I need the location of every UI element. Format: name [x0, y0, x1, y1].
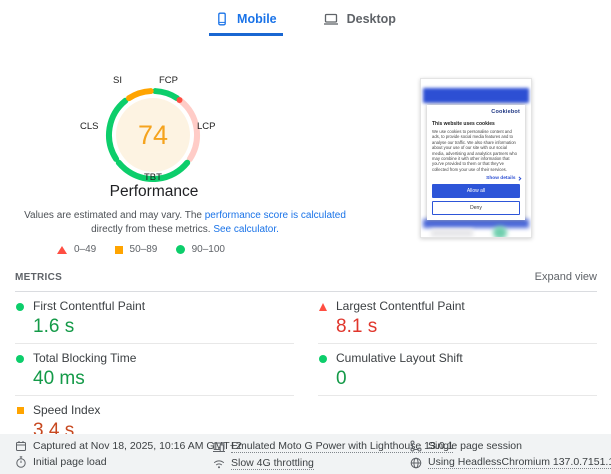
good-circle-icon [15, 302, 25, 311]
metric-lcp-label: Largest Contentful Paint [336, 299, 465, 313]
footer-column-device: Emulated Moto G Power with Lighthouse 13… [213, 440, 454, 470]
legend-good-range: 90–100 [191, 244, 225, 255]
poor-triangle-icon [57, 245, 67, 254]
tab-mobile-label: Mobile [237, 12, 277, 26]
metrics-grid: First Contentful Paint 1.6 s Largest Con… [15, 291, 597, 448]
footer-column-session: Single page session Using HeadlessChromi… [410, 440, 611, 469]
gauge-score: 74 [138, 120, 168, 150]
emulated-device-icon [213, 442, 225, 452]
tab-desktop-label: Desktop [346, 12, 396, 26]
mobile-phone-icon [218, 12, 226, 26]
chevron-right-icon [516, 176, 521, 180]
legend-poor-range: 0–49 [74, 244, 97, 255]
tab-mobile[interactable]: Mobile [209, 9, 283, 36]
calendar-icon [16, 441, 26, 451]
footer-emulated-device: Emulated Moto G Power with Lighthouse 13… [213, 440, 454, 453]
thumbnail-content-blur [431, 229, 473, 237]
cookie-dialog-body: We use cookies to personalise content an… [432, 129, 517, 172]
footer-initial-page-load: Initial page load [15, 456, 242, 468]
footer-browser: Using HeadlessChromium 137.0.7151.119 wi… [410, 456, 611, 469]
metric-cls-value: 0 [336, 368, 347, 389]
see-calculator-link[interactable]: See calculator. [213, 223, 279, 235]
gauge-label-si: SI [113, 75, 122, 86]
desktop-laptop-icon [323, 13, 338, 25]
disclaimer-text-1: Values are estimated and may vary. The [24, 210, 205, 221]
score-disclaimer: Values are estimated and may vary. The p… [12, 209, 358, 236]
metric-tbt-value: 40 ms [33, 368, 85, 389]
metric-cls-label: Cumulative Layout Shift [336, 351, 463, 365]
cookie-consent-dialog: Cookiebot This website uses cookies We u… [427, 105, 525, 221]
footer-captured-at: Captured at Nov 18, 2025, 10:16 AM GMT+2 [15, 440, 242, 452]
good-circle-icon [318, 354, 328, 363]
browser-icon [410, 457, 422, 468]
good-circle-icon [15, 354, 25, 363]
gauge-arc-tbt [106, 88, 200, 182]
metric-fcp-value: 1.6 s [33, 316, 75, 337]
network-throttling-icon [213, 459, 225, 468]
cookie-deny-button: Deny [432, 201, 520, 216]
poor-triangle-icon [318, 302, 328, 311]
performance-gauge[interactable]: 74 [98, 80, 208, 190]
score-legend: 0–49 50–89 90–100 [57, 244, 225, 255]
device-tabbar: Mobile Desktop [0, 0, 611, 36]
metric-tbt-label: Total Blocking Time [33, 351, 137, 365]
metric-tbt: Total Blocking Time 40 ms [15, 344, 294, 396]
metric-cls: Cumulative Layout Shift 0 [318, 344, 597, 396]
cookie-show-details: Show details [432, 176, 521, 181]
gauge-label-cls: CLS [80, 121, 99, 132]
legend-poor: 0–49 [57, 244, 96, 255]
good-circle-icon [175, 245, 185, 254]
average-square-icon [114, 245, 123, 254]
legend-good: 90–100 [175, 244, 225, 255]
metric-si-label: Speed Index [33, 403, 101, 417]
metric-fcp: First Contentful Paint 1.6 s [15, 292, 294, 344]
metrics-section-title: METRICS [15, 272, 63, 283]
cookiebot-logo: Cookiebot [491, 109, 520, 115]
footer-session-type: Single page session [410, 440, 611, 452]
gauge-arc-fcp [106, 88, 200, 182]
page-screenshot-thumbnail[interactable]: Cookiebot This website uses cookies We u… [420, 78, 532, 238]
thumbnail-header-bar [423, 88, 529, 103]
gauge-label-fcp: FCP [159, 75, 178, 86]
performance-score-link[interactable]: performance score is calculated [204, 210, 346, 221]
thumbnail-lower-bar [423, 219, 529, 228]
gauge-lcp-poor-dot [176, 97, 183, 103]
legend-average: 50–89 [114, 244, 158, 255]
metric-lcp: Largest Contentful Paint 8.1 s [318, 292, 597, 344]
gauge-label-lcp: LCP [197, 121, 216, 132]
gauge-arc-si [106, 88, 200, 182]
session-icon [410, 440, 422, 452]
gauge-arc-cls [106, 88, 200, 182]
gauge-center-fill [116, 98, 190, 172]
thumbnail-green-blob [493, 226, 507, 237]
cookie-allow-all-button: Allow all [432, 184, 520, 199]
footer-throttling: Slow 4G throttling [213, 457, 453, 470]
metric-fcp-label: First Contentful Paint [33, 299, 146, 313]
performance-title: Performance [109, 183, 199, 200]
stopwatch-icon [16, 456, 26, 468]
footer-column-capture: Captured at Nov 18, 2025, 10:16 AM GMT+2… [15, 440, 242, 468]
metric-lcp-value: 8.1 s [336, 316, 378, 337]
legend-average-range: 50–89 [129, 244, 158, 255]
gauge-label-tbt: TBT [144, 172, 162, 183]
report-environment-footer: Captured at Nov 18, 2025, 10:16 AM GMT+2… [0, 434, 611, 474]
expand-view-button[interactable]: Expand view [534, 271, 597, 283]
disclaimer-text-2: directly from these metrics. [91, 223, 214, 235]
average-square-icon [15, 407, 25, 414]
cookie-dialog-heading: This website uses cookies [432, 121, 495, 127]
tab-desktop[interactable]: Desktop [317, 9, 402, 36]
